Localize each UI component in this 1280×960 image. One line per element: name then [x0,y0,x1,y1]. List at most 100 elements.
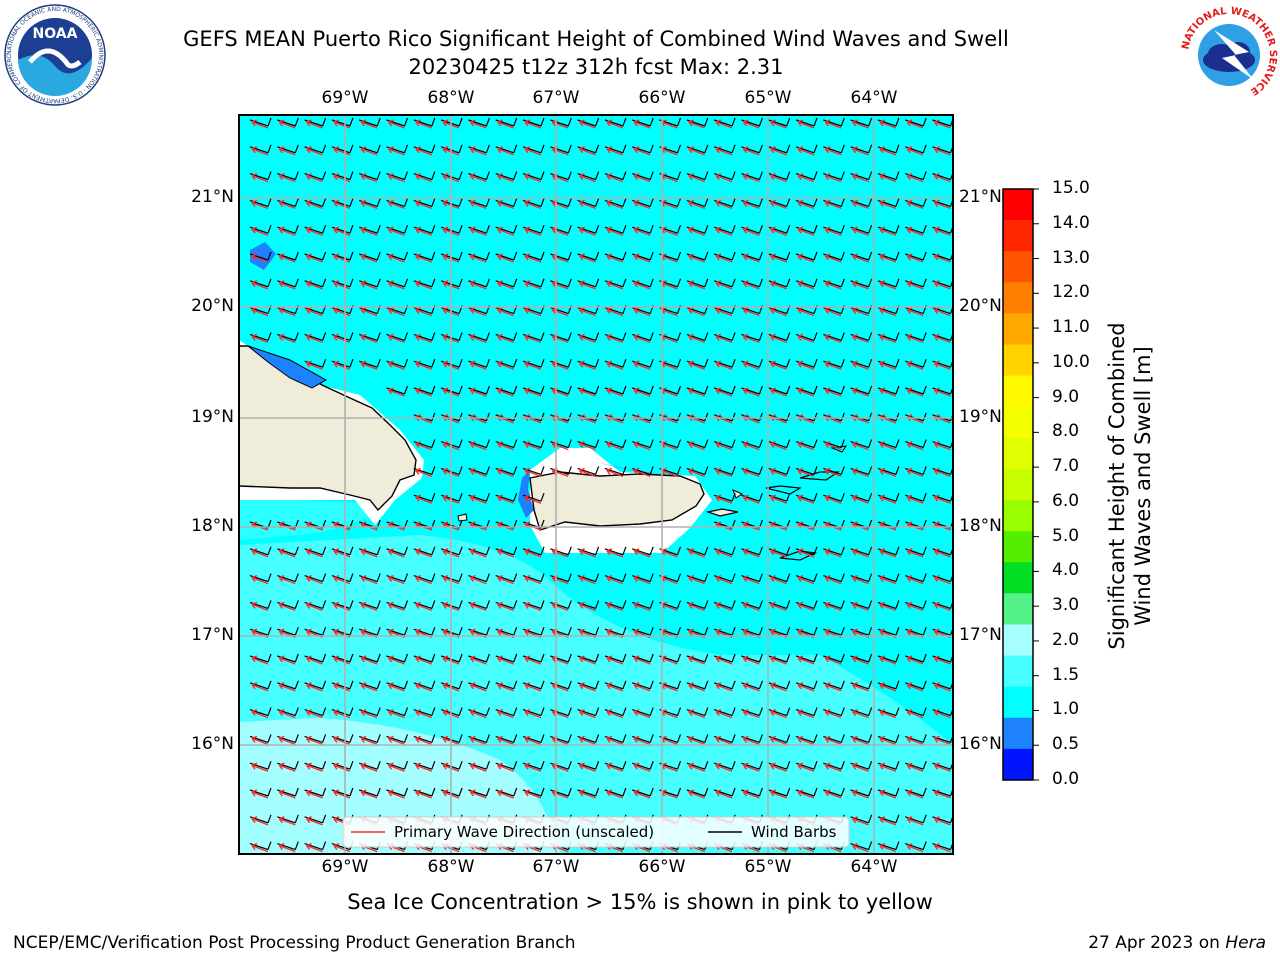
wave-arrow [824,280,842,290]
wave-arrow [278,119,296,129]
wave-arrow [742,280,760,290]
wave-arrow [524,360,542,370]
vector-pair [823,117,845,129]
vector-pair [877,358,900,370]
wave-arrow [879,762,897,772]
wave-arrow [415,708,433,719]
lat-label-right: 17°N [959,625,1002,645]
wave-arrow [933,574,951,585]
vector-pair [604,171,627,183]
vector-pair [468,492,490,504]
vector-pair [577,546,600,558]
vector-pair [359,573,381,585]
vector-pair [413,680,436,692]
vector-pair [713,358,736,370]
wave-arrow [715,682,733,692]
wave-arrow [824,762,842,772]
wave-arrow [852,682,869,692]
vector-pair [495,224,518,236]
wave-arrow [306,333,323,344]
wave-arrow [879,789,897,799]
legend-wave-label: Primary Wave Direction (unscaled) [394,823,654,841]
vector-pair [249,787,272,799]
vector-pair [577,439,600,451]
colorbar-segment [1003,562,1033,594]
vector-pair [632,305,654,317]
wave-arrow [579,762,596,772]
vector-pair [823,760,845,772]
wave-arrow [333,226,351,236]
vector-pair [932,707,953,719]
wave-arrow [306,253,323,263]
wave-arrow [715,708,733,719]
vector-pair [877,332,900,344]
vector-pair [823,385,845,397]
vector-pair [604,439,627,451]
colorbar-segment [1003,717,1033,750]
wave-arrow [852,280,869,290]
vector-pair [905,171,927,183]
wave-arrow [278,789,296,799]
vector-pair [413,573,436,585]
wave-arrow [742,119,760,129]
wave-arrow [742,682,760,692]
vector-pair [823,466,845,478]
colorbar-tick-label: 0.0 [1052,769,1080,789]
vector-pair [795,198,818,210]
wave-arrow [633,708,651,719]
wave-arrow [770,655,787,665]
wave-arrow [469,494,487,504]
vector-pair [768,358,791,370]
colorbar-tick-label: 4.0 [1052,560,1080,581]
wave-arrow [852,199,869,210]
vector-pair [440,117,463,129]
vector-pair [331,707,354,719]
vector-pair [331,760,354,772]
wave-arrow [333,708,351,719]
nws-logo: NATIONAL WEATHER SERVICE [1180,6,1278,104]
vector-pair [495,278,518,290]
vector-pair [413,787,436,799]
wave-arrow [742,146,760,156]
wave-arrow [715,119,733,129]
wave-arrow [497,226,514,236]
vector-pair [686,278,709,290]
vector-pair [522,385,545,397]
wave-arrow [715,735,733,746]
vector-pair [522,117,545,129]
vector-pair [713,224,736,236]
vector-pair [741,466,763,478]
vector-pair [468,278,490,290]
wave-arrow [852,601,869,612]
wave-arrow [633,387,651,397]
vector-pair [249,707,272,719]
colorbar-segment [1003,624,1033,657]
wave-arrow [333,548,351,558]
vector-pair [331,787,354,799]
wave-arrow [688,789,706,799]
wave-arrow [715,226,733,236]
wave-arrow [415,146,433,156]
wave-arrow [742,708,760,719]
vector-pair [795,707,818,719]
wave-arrow [579,387,596,397]
wave-arrow [251,146,269,156]
vector-pair [413,734,436,746]
wave-arrow [852,387,869,397]
wave-arrow [742,467,760,478]
vector-pair [905,278,927,290]
colorbar-tick-label: 7.0 [1052,456,1080,477]
vector-pair [277,573,299,585]
wave-arrow [797,548,815,558]
vector-pair [495,358,518,370]
vector-pair [905,653,927,665]
wave-arrow [469,708,487,719]
vector-pair [277,251,299,263]
vector-pair [386,224,409,236]
wave-arrow [852,306,869,317]
wave-arrow [387,574,405,585]
wave-arrow [742,789,760,799]
vector-pair [686,117,709,129]
vector-pair [359,144,381,156]
vector-pair [495,198,518,210]
